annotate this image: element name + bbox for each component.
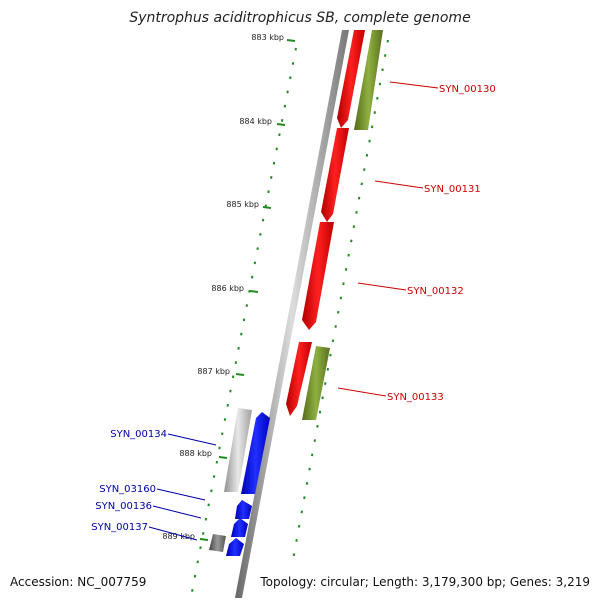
- tick-mark: [249, 290, 259, 293]
- gene-syn-00132[interactable]: [302, 222, 334, 330]
- leader-line: [156, 488, 206, 501]
- tick-mark: [218, 456, 228, 459]
- gene-syn-00131[interactable]: [321, 128, 349, 222]
- gene-label-syn-03160[interactable]: SYN_03160: [99, 484, 156, 495]
- gene-syn-00136[interactable]: [231, 518, 248, 537]
- tick-mark: [199, 538, 209, 541]
- tick-label: 888 kbp: [179, 449, 212, 458]
- gene-syn-00134-gray[interactable]: [224, 408, 252, 492]
- gene-syn-00130[interactable]: [337, 30, 365, 128]
- right-tick-track: [292, 39, 389, 557]
- tick-label: 886 kbp: [211, 284, 244, 293]
- feature-green-2: [302, 346, 330, 420]
- gene-label-syn-00134[interactable]: SYN_00134: [110, 429, 167, 440]
- gene-label-syn-00133[interactable]: SYN_00133: [387, 392, 444, 403]
- topology-text: Topology: circular; Length: 3,179,300 bp…: [259, 575, 590, 589]
- kbp-ticks: [199, 39, 296, 541]
- accession-text: Accession: NC_007759: [10, 575, 146, 589]
- feature-dark-gray: [209, 534, 226, 552]
- tick-label: 885 kbp: [226, 200, 259, 209]
- feature-green-1: [354, 30, 383, 130]
- tick-mark: [286, 39, 296, 42]
- leader-line: [374, 180, 424, 189]
- tick-label: 889 kbp: [162, 532, 195, 541]
- leader-line: [337, 387, 387, 397]
- tick-label: 884 kbp: [239, 117, 272, 126]
- gene-syn-00137[interactable]: [226, 538, 244, 556]
- left-tick-track: [191, 47, 297, 592]
- leader-line: [357, 282, 407, 291]
- tick-label: 887 kbp: [197, 367, 230, 376]
- genome-backbone: [235, 30, 349, 598]
- map-title: Syntrophus aciditrophicus SB, complete g…: [129, 10, 470, 26]
- gene-syn-00133[interactable]: [286, 342, 312, 416]
- tick-mark: [276, 123, 286, 126]
- leader-line: [152, 505, 202, 519]
- gene-label-syn-00136[interactable]: SYN_00136: [95, 501, 152, 512]
- tick-mark: [235, 373, 245, 376]
- gene-syn-03160[interactable]: [235, 500, 252, 519]
- right-leader-lines: [337, 81, 439, 397]
- tick-mark: [262, 206, 272, 209]
- gene-label-syn-00137[interactable]: SYN_00137: [91, 522, 148, 533]
- gene-label-syn-00130[interactable]: SYN_00130: [439, 84, 496, 95]
- leader-line: [167, 433, 217, 446]
- leader-line: [148, 526, 198, 541]
- left-leader-lines: [148, 433, 217, 541]
- leader-line: [389, 81, 439, 89]
- gene-label-syn-00131[interactable]: SYN_00131: [424, 184, 481, 195]
- gene-label-syn-00132[interactable]: SYN_00132: [407, 286, 464, 297]
- gene-syn-00134[interactable]: [241, 412, 270, 494]
- tick-label: 883 kbp: [251, 33, 284, 42]
